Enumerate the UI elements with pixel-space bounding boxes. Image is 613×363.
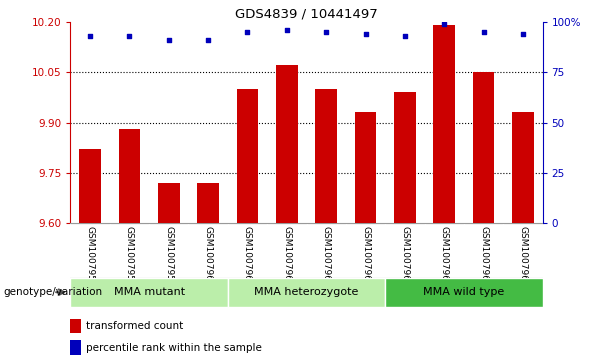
Bar	[355, 113, 376, 223]
Bar	[197, 183, 219, 223]
Text: MMA wild type: MMA wild type	[423, 287, 504, 297]
Point	[85, 33, 95, 39]
Point	[479, 29, 489, 35]
Bar	[512, 113, 534, 223]
Text: GSM1007964: GSM1007964	[361, 226, 370, 287]
Text: GSM1007958: GSM1007958	[125, 226, 134, 287]
Point	[164, 37, 173, 43]
Point	[400, 33, 409, 39]
Bar	[70, 278, 228, 307]
Point	[360, 31, 370, 37]
Bar	[237, 89, 258, 223]
Text: MMA heterozygote: MMA heterozygote	[254, 287, 359, 297]
Text: GSM1007960: GSM1007960	[204, 226, 213, 287]
Bar	[385, 278, 543, 307]
Bar	[79, 149, 101, 223]
Text: MMA mutant: MMA mutant	[113, 287, 185, 297]
Text: genotype/variation: genotype/variation	[3, 287, 102, 297]
Text: GSM1007966: GSM1007966	[440, 226, 449, 287]
Bar	[276, 65, 298, 223]
Point	[321, 29, 331, 35]
Text: transformed count: transformed count	[86, 321, 183, 331]
Bar	[433, 25, 455, 223]
Text: GSM1007963: GSM1007963	[322, 226, 330, 287]
Bar	[119, 129, 140, 223]
Text: GSM1007968: GSM1007968	[519, 226, 527, 287]
Text: GSM1007967: GSM1007967	[479, 226, 488, 287]
Text: GSM1007961: GSM1007961	[243, 226, 252, 287]
Bar	[70, 340, 81, 355]
Point	[518, 31, 528, 37]
Bar	[228, 278, 385, 307]
Title: GDS4839 / 10441497: GDS4839 / 10441497	[235, 8, 378, 21]
Text: percentile rank within the sample: percentile rank within the sample	[86, 343, 262, 352]
Bar	[473, 72, 494, 223]
Bar	[394, 92, 416, 223]
Bar	[315, 89, 337, 223]
Bar	[70, 319, 81, 333]
Text: GSM1007965: GSM1007965	[400, 226, 409, 287]
Point	[204, 37, 213, 43]
Point	[243, 29, 253, 35]
Point	[440, 21, 449, 27]
Point	[282, 27, 292, 33]
Point	[124, 33, 134, 39]
Bar	[158, 183, 180, 223]
Text: GSM1007959: GSM1007959	[164, 226, 173, 287]
Text: GSM1007957: GSM1007957	[86, 226, 94, 287]
Text: GSM1007962: GSM1007962	[283, 226, 291, 287]
